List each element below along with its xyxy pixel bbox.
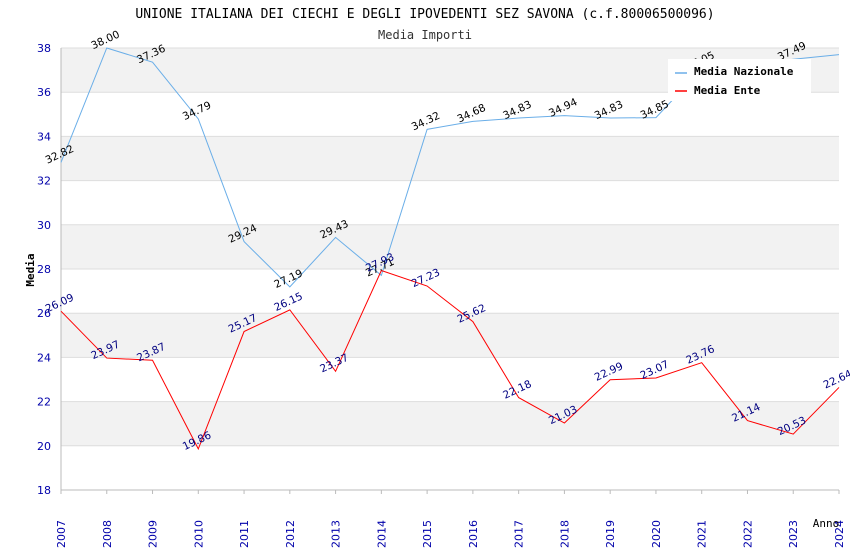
y-tick-label: 34 (37, 130, 51, 143)
chart-title: UNIONE ITALIANA DEI CIECHI E DEGLI IPOVE… (135, 7, 714, 22)
x-tick-label: 2015 (421, 520, 434, 548)
y-tick-label: 22 (37, 396, 51, 409)
x-tick-label: 2019 (604, 520, 617, 548)
x-tick-label: 2016 (467, 520, 480, 548)
legend-label-ente: Media Ente (694, 84, 761, 97)
grid-band (61, 224, 839, 269)
legend-box (668, 59, 811, 101)
y-tick-label: 32 (37, 175, 51, 188)
x-tick-label: 2022 (741, 520, 754, 548)
x-tick-label: 2007 (55, 520, 68, 548)
x-tick-label: 2009 (147, 520, 160, 548)
y-tick-label: 18 (37, 484, 51, 497)
x-tick-label: 2008 (101, 520, 114, 548)
x-tick-label: 2018 (558, 520, 571, 548)
y-axis-label: Media (24, 253, 37, 286)
x-axis-label: Anno (813, 517, 840, 530)
x-tick-label: 2013 (330, 520, 343, 548)
grid-lines (60, 47, 839, 491)
x-tick-label: 2021 (696, 520, 709, 548)
x-tick-label: 2011 (238, 520, 251, 548)
grid-band (61, 269, 839, 314)
y-axis-ticks: 18 20 22 24 26 28 30 32 34 36 38 (37, 42, 51, 497)
y-tick-label: 30 (37, 219, 51, 232)
x-tick-label: 2017 (513, 520, 526, 548)
legend-label-nazionale: Media Nazionale (694, 65, 794, 78)
x-tick-label: 2023 (787, 520, 800, 548)
x-tick-label: 2020 (650, 520, 663, 548)
grid-band (61, 445, 839, 490)
y-tick-label: 26 (37, 307, 51, 320)
grid-band (61, 180, 839, 225)
grid-band (61, 357, 839, 402)
grid-band (61, 313, 839, 358)
x-tick-label: 2014 (375, 520, 388, 548)
y-tick-label: 36 (37, 86, 51, 99)
chart-subtitle: Media Importi (378, 28, 472, 42)
chart-legend: Media Nazionale Media Ente (668, 59, 811, 101)
y-tick-label: 28 (37, 263, 51, 276)
y-tick-label: 24 (37, 351, 51, 364)
x-tick-label: 2024 (833, 520, 846, 548)
grid-band (61, 401, 839, 446)
x-tick-label: 2010 (192, 520, 205, 548)
y-tick-label: 20 (37, 440, 51, 453)
grid-band (61, 136, 839, 181)
y-tick-label: 38 (37, 42, 51, 55)
x-axis-ticks: 2007 2008 2009 2010 2011 2012 2013 2014 2015 2016… (55, 490, 846, 548)
series-line-ente (60, 269, 840, 451)
x-tick-label: 2012 (284, 520, 297, 548)
grid-bands (61, 48, 839, 490)
